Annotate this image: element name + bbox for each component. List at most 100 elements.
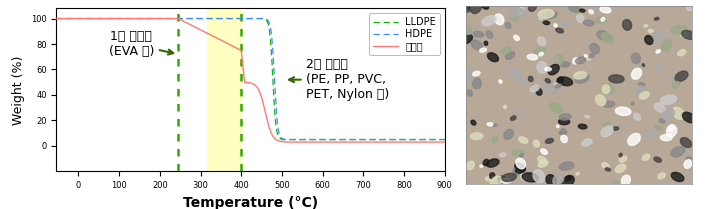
Ellipse shape [642,64,645,66]
HDPE [52,17,61,20]
Ellipse shape [569,6,580,12]
Ellipse shape [538,156,546,164]
Ellipse shape [532,164,538,169]
Ellipse shape [559,114,571,120]
Ellipse shape [509,68,520,79]
폐비닐 [119,17,128,20]
Ellipse shape [609,75,624,83]
Ellipse shape [619,156,627,162]
Ellipse shape [585,115,590,118]
Ellipse shape [628,133,640,145]
Ellipse shape [642,154,650,160]
Ellipse shape [554,24,557,27]
Ellipse shape [662,109,674,121]
Ellipse shape [601,18,604,21]
Ellipse shape [556,28,563,33]
Ellipse shape [681,138,692,148]
Ellipse shape [528,76,533,82]
Ellipse shape [583,20,594,26]
Ellipse shape [666,125,677,137]
Ellipse shape [662,40,671,51]
Ellipse shape [486,159,499,167]
Ellipse shape [635,86,645,97]
Ellipse shape [527,54,537,60]
Ellipse shape [573,58,578,64]
Ellipse shape [557,77,563,84]
Ellipse shape [542,78,549,83]
Ellipse shape [465,9,469,12]
Ellipse shape [544,84,558,93]
Ellipse shape [537,37,546,46]
Ellipse shape [537,62,547,73]
Ellipse shape [487,123,493,126]
Ellipse shape [545,79,551,83]
Ellipse shape [573,4,580,13]
X-axis label: Temperature (°C): Temperature (°C) [183,196,318,209]
Ellipse shape [654,103,666,112]
Ellipse shape [486,31,493,38]
Ellipse shape [645,36,653,45]
Ellipse shape [554,58,559,62]
Ellipse shape [668,125,674,131]
Ellipse shape [648,29,654,32]
Ellipse shape [517,7,525,15]
Ellipse shape [502,173,516,181]
Text: 1차 열분해
(EVA 등): 1차 열분해 (EVA 등) [109,30,173,58]
Ellipse shape [644,130,656,138]
Ellipse shape [483,159,489,166]
Ellipse shape [603,123,611,128]
Ellipse shape [556,125,559,128]
Ellipse shape [503,105,506,108]
Ellipse shape [655,62,664,71]
Ellipse shape [479,48,486,52]
Ellipse shape [578,124,587,129]
Ellipse shape [474,133,478,135]
Ellipse shape [471,40,482,50]
Ellipse shape [585,55,587,57]
Ellipse shape [530,85,539,92]
Ellipse shape [462,34,472,44]
Ellipse shape [505,52,515,59]
Ellipse shape [683,112,695,123]
Ellipse shape [500,153,506,157]
Ellipse shape [672,81,680,89]
Ellipse shape [660,134,672,141]
Ellipse shape [603,101,614,107]
Ellipse shape [555,84,561,88]
Ellipse shape [644,25,647,27]
Ellipse shape [532,85,539,90]
Text: 2차 열분해
(PE, PP, PVC,
PET, Nylon 등): 2차 열분해 (PE, PP, PVC, PET, Nylon 등) [289,58,390,101]
Ellipse shape [590,78,594,81]
Ellipse shape [616,164,626,173]
Ellipse shape [494,14,504,25]
Ellipse shape [575,57,586,64]
Ellipse shape [632,68,642,79]
Ellipse shape [548,64,559,75]
Ellipse shape [561,176,574,187]
Ellipse shape [654,125,662,130]
Ellipse shape [577,14,584,23]
Ellipse shape [683,33,686,36]
Ellipse shape [493,124,496,127]
Ellipse shape [499,80,502,83]
Ellipse shape [671,147,685,157]
Ellipse shape [543,21,550,25]
Y-axis label: Weight (%): Weight (%) [13,55,25,125]
Ellipse shape [605,168,611,171]
Ellipse shape [602,85,610,94]
Ellipse shape [659,119,665,123]
Ellipse shape [553,174,563,185]
Ellipse shape [487,53,498,62]
Legend: LLDPE, HDPE, 폐비닐: LLDPE, HDPE, 폐비닐 [369,13,440,55]
LLDPE [441,138,449,141]
Ellipse shape [675,71,688,81]
Ellipse shape [590,43,599,54]
Ellipse shape [653,30,665,42]
Ellipse shape [633,113,640,120]
폐비닐 [282,141,290,143]
Ellipse shape [512,150,523,156]
Ellipse shape [595,17,606,23]
Ellipse shape [668,75,674,82]
Ellipse shape [516,158,525,169]
Ellipse shape [623,20,632,30]
